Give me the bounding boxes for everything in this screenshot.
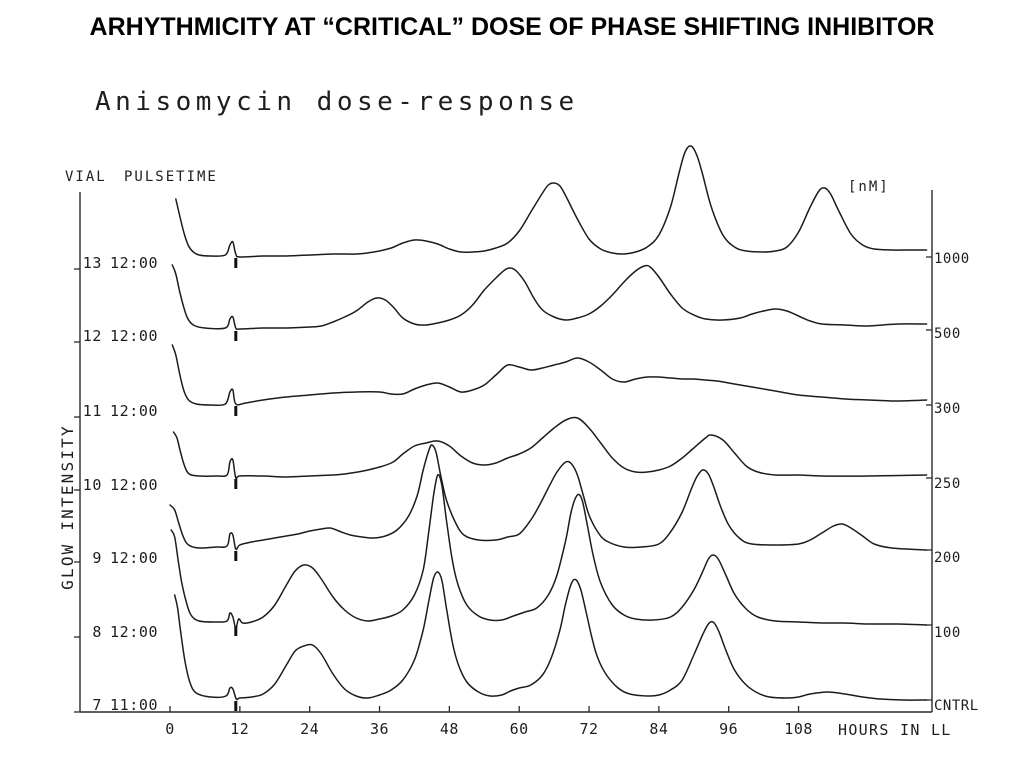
x-tick-label: 108: [784, 720, 813, 738]
x-tick-label: 0: [165, 720, 175, 738]
slide-title: ARHYTHMICITY AT “CRITICAL” DOSE OF PHASE…: [89, 13, 935, 41]
dose-label: CNTRL: [934, 698, 979, 714]
tick-marks: [74, 256, 932, 713]
pulse-time: 12:00: [110, 623, 158, 641]
series-line-100: [170, 473, 928, 629]
pulse-time: 11:00: [110, 696, 158, 714]
x-tick-label: 48: [440, 720, 459, 738]
series-line-cntrl: [173, 571, 928, 701]
dose-label: 100: [934, 625, 961, 641]
pulse-time: 12:00: [110, 476, 158, 494]
x-tick-label: 72: [579, 720, 598, 738]
pulse-marker: [234, 626, 238, 636]
pulse-marker: [234, 551, 238, 561]
pulse-marker: [234, 331, 238, 341]
dose-label: 1000: [934, 251, 970, 267]
chart-title: Anisomycin dose-response: [95, 87, 579, 117]
dose-labels: 1000 500 300 250 200 100 CNTRL: [934, 251, 979, 714]
x-tick-label: 60: [510, 720, 529, 738]
series-line-500: [171, 264, 928, 330]
vial-number: 10: [83, 476, 102, 494]
x-tick-labels: 0 12 24 36 48 60 72 84 96 108: [165, 720, 813, 738]
x-tick-label: 24: [300, 720, 319, 738]
dose-label: 250: [934, 476, 961, 492]
x-tick-label: 96: [719, 720, 738, 738]
dose-label: 200: [934, 550, 961, 566]
vial-number: 12: [83, 327, 102, 345]
pulse-time: 12:00: [110, 327, 158, 345]
x-tick-label: 12: [230, 720, 249, 738]
series-line-300: [171, 344, 928, 407]
pulse-marker: [234, 258, 238, 268]
series-line-1000: [175, 145, 928, 258]
x-tick-label: 36: [370, 720, 389, 738]
vial-column-header: VIAL: [65, 169, 107, 185]
traces: [169, 145, 928, 711]
series-line-250: [172, 416, 928, 480]
pulse-marker: [234, 406, 238, 416]
pulse-marker: [234, 701, 238, 711]
vial-number: 11: [83, 402, 102, 420]
x-axis-label: HOURS IN LL: [838, 721, 952, 739]
y-axis-label: GLOW INTENSITY: [58, 424, 77, 590]
pulse-time: 12:00: [110, 549, 158, 567]
pulse-time: 12:00: [110, 254, 158, 272]
dose-label: 500: [934, 326, 961, 342]
axes: [79, 190, 933, 713]
pulse-marker: [234, 479, 238, 489]
pulsetime-column-header: PULSETIME: [124, 169, 218, 185]
series-line-200: [169, 444, 928, 551]
vial-number: 7: [92, 696, 102, 714]
pulse-time: 12:00: [110, 402, 158, 420]
dose-label: 300: [934, 401, 961, 417]
vial-number: 9: [92, 549, 102, 567]
vial-labels: 13 12:00 12 12:00 11 12:00 10 12:00 9 12…: [83, 254, 158, 714]
vial-number: 8: [92, 623, 102, 641]
vial-number: 13: [83, 254, 102, 272]
concentration-units-header: [nM]: [848, 179, 890, 195]
x-tick-label: 84: [649, 720, 668, 738]
